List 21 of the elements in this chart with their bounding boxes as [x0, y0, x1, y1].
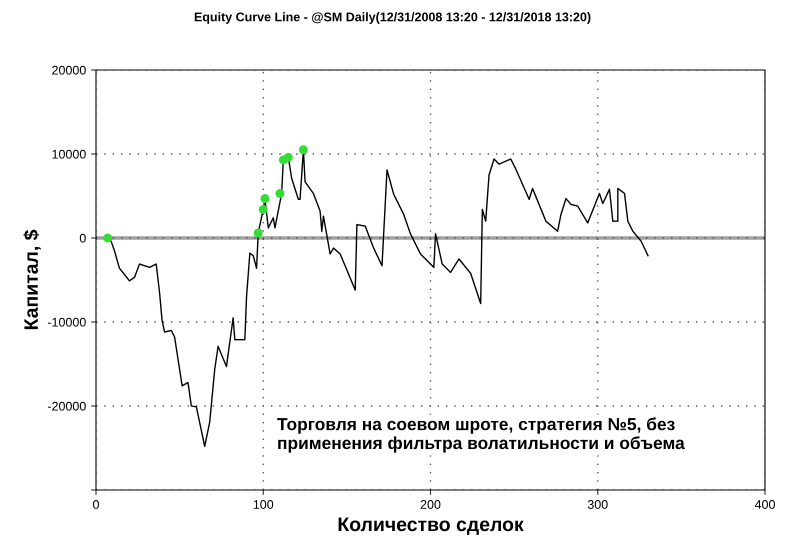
y-tick-label: -10000	[48, 318, 86, 327]
x-tick-label: 300	[588, 500, 608, 509]
point	[284, 152, 293, 162]
point	[103, 234, 112, 242]
point	[275, 188, 284, 198]
x-tick-label: 0	[93, 500, 99, 509]
y-tick-label: 20000	[52, 66, 86, 75]
y-tick-label: -20000	[48, 402, 86, 411]
x-tick-label: 100	[254, 500, 274, 509]
point	[260, 194, 270, 204]
annotation: Торговля на соевом шроте, стратегия №5, без применения фильтра волатильности и объема	[277, 417, 685, 453]
x-axis-title: Количество сделок	[338, 518, 524, 535]
chart-title: Equity Curve Line - @SM Daily(12/31/2008 13:20 - 12/31/2018 13:20)	[194, 12, 590, 24]
point	[254, 228, 263, 238]
x-tick-label: 200	[420, 500, 440, 509]
y-tick-label: 0	[80, 234, 86, 243]
point	[298, 145, 308, 154]
y-tick-label: 10000	[52, 150, 86, 159]
x-tick-label: 400	[754, 500, 775, 509]
y-axis-title: Капитал, $	[23, 230, 41, 330]
point	[258, 204, 268, 214]
